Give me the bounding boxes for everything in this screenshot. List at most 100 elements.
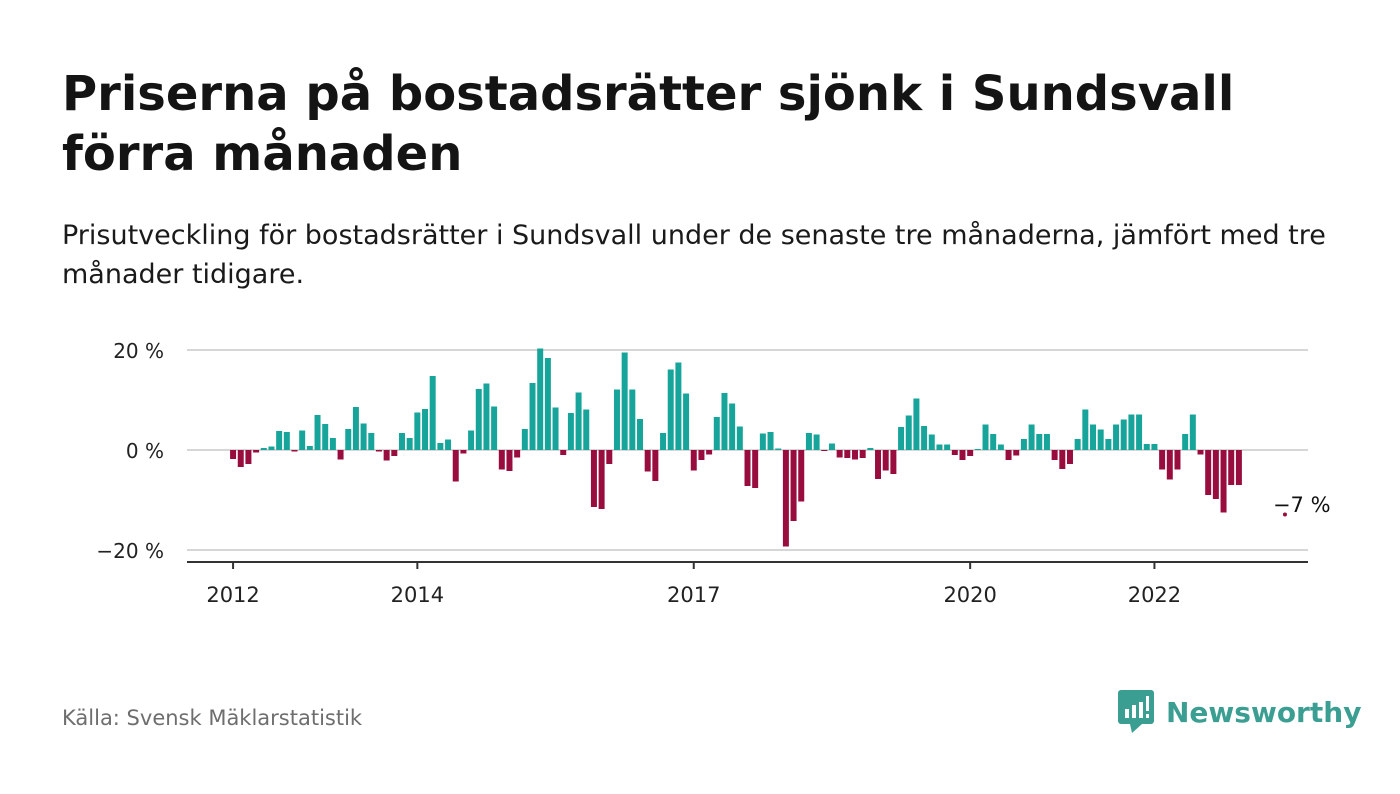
x-tick-label: 2017 [667, 583, 720, 607]
bar [675, 362, 682, 450]
bar [483, 383, 490, 450]
y-tick-label: −20 % [96, 539, 164, 563]
bar [1074, 439, 1081, 450]
bar [974, 449, 981, 450]
bar [1159, 450, 1166, 470]
bar [951, 450, 958, 455]
bar [1120, 419, 1127, 450]
bar [913, 398, 920, 450]
bar [398, 433, 405, 450]
bar [260, 448, 267, 450]
bar [552, 407, 559, 450]
bar [775, 448, 782, 450]
bar [506, 450, 513, 471]
bar [713, 417, 720, 450]
bar [560, 450, 567, 455]
x-tick-label: 2014 [391, 583, 444, 607]
bar [836, 450, 843, 458]
bar [660, 433, 667, 450]
bar [598, 450, 605, 509]
bar [452, 450, 459, 482]
bar [613, 389, 620, 450]
bar [767, 432, 774, 450]
bar [997, 444, 1004, 450]
bar [621, 352, 628, 450]
bar [537, 348, 544, 450]
bar [1036, 434, 1043, 450]
source-note: Källa: Svensk Mäklarstatistik [62, 706, 363, 730]
bar [368, 433, 375, 450]
chart-title: Priserna på bostadsrätter sjönk i Sundsv… [62, 66, 1235, 182]
bar [1105, 439, 1112, 450]
bar [352, 407, 359, 450]
bar [967, 450, 974, 456]
bar [859, 450, 866, 458]
bar [575, 392, 582, 450]
bar [629, 389, 636, 450]
bar [890, 450, 897, 474]
bar [667, 369, 674, 450]
bar [345, 429, 352, 450]
bar [898, 427, 905, 450]
bar [414, 412, 421, 450]
bar [852, 450, 858, 460]
bar [652, 450, 659, 481]
bar [590, 450, 597, 507]
bar [690, 450, 697, 471]
bar [944, 444, 951, 450]
bar [445, 439, 452, 450]
bar-chart: 20 % 0 % −20 % −7 % 2012 2014 2017 2020 2022 [96, 339, 1330, 607]
bar [729, 403, 736, 450]
bar [1189, 414, 1196, 450]
bar [744, 450, 751, 486]
bar [306, 446, 313, 450]
bar [498, 450, 505, 470]
bar [1205, 450, 1212, 495]
bar [721, 393, 728, 450]
bar [1059, 450, 1066, 469]
bar [468, 430, 475, 450]
bar [990, 434, 997, 450]
x-tick-label: 2020 [943, 583, 996, 607]
bar [1013, 450, 1020, 456]
bar [383, 450, 390, 461]
bar [1235, 450, 1242, 485]
bar [606, 450, 613, 464]
bar [982, 424, 989, 450]
bar [1051, 450, 1058, 460]
bar [460, 450, 467, 454]
bar [1005, 450, 1012, 460]
bar [276, 431, 283, 450]
bar [391, 450, 398, 456]
bar [1220, 450, 1227, 513]
bar [637, 419, 643, 450]
bar [322, 424, 329, 450]
bar [805, 433, 812, 450]
bar [790, 450, 797, 521]
bar [1113, 424, 1120, 450]
bar [1166, 450, 1173, 480]
annotation-marker [1282, 512, 1287, 517]
bar [1136, 414, 1143, 450]
bar [1128, 414, 1135, 450]
bar [406, 438, 413, 450]
y-tick-label: 20 % [113, 339, 164, 363]
bar [867, 448, 874, 450]
chart-subtitle: Prisutveckling för bostadsrätter i Sunds… [62, 220, 1326, 290]
bar [1043, 434, 1050, 450]
bar [736, 426, 743, 450]
bar [905, 415, 912, 450]
bar [521, 429, 528, 450]
bar [752, 450, 759, 488]
bar [1066, 450, 1073, 464]
bar [1020, 439, 1027, 450]
bar [844, 450, 851, 458]
bar [1143, 444, 1150, 450]
brand-logo[interactable]: Newsworthy [1118, 690, 1361, 734]
bar [644, 450, 651, 472]
bar [268, 446, 275, 450]
bar [1228, 450, 1235, 485]
bar [1090, 424, 1097, 450]
bar [882, 450, 889, 471]
x-tick-label: 2012 [206, 583, 259, 607]
